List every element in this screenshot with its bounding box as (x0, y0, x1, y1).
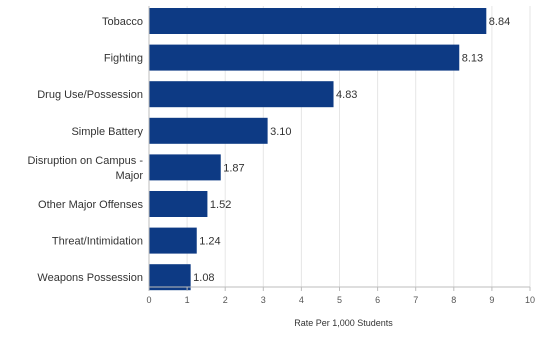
x-tick-label: 5 (337, 295, 342, 305)
x-tick-label: 3 (261, 295, 266, 305)
category-label: Disruption on Campus - Major (27, 155, 143, 182)
value-label: 4.83 (336, 89, 357, 101)
x-tick-label: 6 (375, 295, 380, 305)
x-axis-title: Rate Per 1,000 Students (294, 318, 393, 328)
value-label: 1.52 (210, 199, 231, 211)
x-tick-label: 8 (451, 295, 456, 305)
x-tick-label: 0 (146, 295, 151, 305)
bar[interactable] (149, 8, 487, 34)
x-tick-label: 7 (413, 295, 418, 305)
category-label-line: Drug Use/Possession (37, 89, 143, 101)
bar[interactable] (149, 264, 191, 291)
bar[interactable] (149, 154, 221, 181)
category-label: Tobacco (102, 16, 143, 28)
bar[interactable] (149, 191, 208, 217)
category-label-line: Fighting (104, 53, 143, 65)
x-tick-label: 4 (299, 295, 304, 305)
bar[interactable] (149, 227, 197, 254)
category-label-line: Threat/Intimidation (52, 236, 143, 248)
value-label: 1.08 (193, 272, 214, 284)
value-label: 1.87 (223, 162, 244, 174)
x-tick-label: 10 (525, 295, 535, 305)
category-label: Fighting (104, 53, 143, 65)
category-label: Weapons Possession (37, 272, 143, 284)
category-labels: Tobacco Fighting Drug Use/Possession Simple… (27, 16, 143, 284)
x-tick-label: 1 (185, 295, 190, 305)
category-label: Drug Use/Possession (37, 89, 143, 101)
category-label-line: Other Major Offenses (38, 199, 143, 211)
bars (149, 8, 487, 291)
value-labels: 8.84 8.13 4.83 3.10 1.87 1.52 1.24 1.08 (193, 16, 510, 284)
x-axis: 0 1 2 3 4 5 6 7 8 9 10 (146, 6, 535, 305)
category-label-line: Tobacco (102, 16, 143, 28)
x-tick-label: 9 (489, 295, 494, 305)
value-label: 1.24 (199, 236, 220, 248)
bar[interactable] (149, 81, 334, 108)
category-label: Other Major Offenses (38, 199, 143, 211)
value-label: 3.10 (270, 126, 291, 138)
category-label: Threat/Intimidation (52, 236, 143, 248)
x-tick-label: 2 (223, 295, 228, 305)
category-label: Simple Battery (71, 126, 143, 138)
category-label-line: Simple Battery (71, 126, 143, 138)
bar[interactable] (149, 117, 268, 144)
category-label-line: Major (115, 170, 143, 182)
bar[interactable] (149, 44, 460, 71)
category-label-line: Weapons Possession (37, 272, 143, 284)
value-label: 8.84 (489, 16, 510, 28)
category-label-line: Disruption on Campus - (27, 155, 143, 167)
value-label: 8.13 (462, 53, 483, 65)
